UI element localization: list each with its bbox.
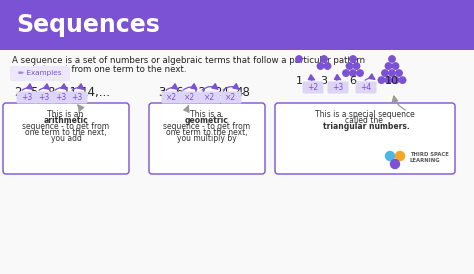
FancyBboxPatch shape <box>302 81 323 93</box>
Circle shape <box>389 70 395 76</box>
Text: triangular numbers.: triangular numbers. <box>323 122 410 131</box>
Circle shape <box>353 63 360 69</box>
Text: geometric: geometric <box>185 116 229 125</box>
Text: +3: +3 <box>55 93 67 102</box>
FancyBboxPatch shape <box>356 81 376 93</box>
FancyBboxPatch shape <box>275 103 455 174</box>
Text: +3: +3 <box>332 83 344 92</box>
Text: +3: +3 <box>38 93 50 102</box>
Text: you multiply by: you multiply by <box>177 134 237 143</box>
Text: 3: 3 <box>320 76 328 86</box>
Text: one term to the next,: one term to the next, <box>25 128 107 137</box>
Text: +3: +3 <box>21 93 33 102</box>
Circle shape <box>391 159 400 169</box>
Text: 14,...: 14,... <box>81 86 111 99</box>
Circle shape <box>392 63 399 69</box>
FancyBboxPatch shape <box>34 92 55 104</box>
Text: sequence - to get from: sequence - to get from <box>164 122 251 131</box>
Text: ×2: ×2 <box>204 93 216 102</box>
FancyBboxPatch shape <box>220 92 241 104</box>
Text: ×2: ×2 <box>166 93 178 102</box>
Text: 11,: 11, <box>63 86 82 99</box>
Circle shape <box>385 152 394 161</box>
Text: Sequences: Sequences <box>16 13 160 37</box>
Circle shape <box>389 56 395 62</box>
Circle shape <box>343 70 349 76</box>
Circle shape <box>296 56 302 62</box>
Circle shape <box>382 70 388 76</box>
Text: ×2: ×2 <box>184 93 196 102</box>
Circle shape <box>357 70 363 76</box>
Text: ✏ Examples: ✏ Examples <box>18 70 62 76</box>
Circle shape <box>321 56 327 62</box>
Text: called the: called the <box>345 116 385 125</box>
Text: or rule to get from one term to the next.: or rule to get from one term to the next… <box>12 65 186 74</box>
Text: 5,: 5, <box>30 86 41 99</box>
FancyBboxPatch shape <box>17 92 37 104</box>
Text: sequence - to get from: sequence - to get from <box>22 122 109 131</box>
Text: 6: 6 <box>349 76 356 86</box>
Circle shape <box>324 63 331 69</box>
Text: A sequence is a set of numbers or algebraic terms that follow a particular patte: A sequence is a set of numbers or algebr… <box>12 56 365 65</box>
Text: THIRD SPACE: THIRD SPACE <box>410 153 449 158</box>
FancyBboxPatch shape <box>328 81 348 93</box>
Text: This is a special sequence: This is a special sequence <box>315 110 415 119</box>
Text: LEARNING: LEARNING <box>410 158 441 164</box>
Text: ×2: ×2 <box>226 93 237 102</box>
Text: 48: 48 <box>235 86 250 99</box>
FancyBboxPatch shape <box>200 92 220 104</box>
FancyBboxPatch shape <box>180 92 201 104</box>
FancyBboxPatch shape <box>3 103 129 174</box>
Text: 2,: 2, <box>14 86 25 99</box>
FancyBboxPatch shape <box>51 92 72 104</box>
Text: This is a: This is a <box>190 110 224 119</box>
Circle shape <box>385 77 392 83</box>
Circle shape <box>385 63 392 69</box>
Text: This is an: This is an <box>46 110 85 119</box>
Text: 3,: 3, <box>158 86 169 99</box>
FancyBboxPatch shape <box>10 66 70 81</box>
Circle shape <box>392 77 399 83</box>
Circle shape <box>350 70 356 76</box>
Text: one term to the next,: one term to the next, <box>166 128 248 137</box>
FancyBboxPatch shape <box>149 103 265 174</box>
Circle shape <box>400 77 406 83</box>
Circle shape <box>346 63 353 69</box>
Text: you add: you add <box>51 134 82 143</box>
Circle shape <box>317 63 324 69</box>
Text: 1: 1 <box>295 76 302 86</box>
Text: arithmetic: arithmetic <box>44 116 88 125</box>
Text: 10: 10 <box>385 76 399 86</box>
Text: +2: +2 <box>308 83 319 92</box>
Circle shape <box>396 70 402 76</box>
Text: +4: +4 <box>360 83 372 92</box>
FancyBboxPatch shape <box>66 92 88 104</box>
FancyBboxPatch shape <box>0 0 474 50</box>
Text: +3: +3 <box>72 93 82 102</box>
Text: 12,: 12, <box>192 86 211 99</box>
Text: 24,: 24, <box>214 86 233 99</box>
Circle shape <box>378 77 384 83</box>
Circle shape <box>395 152 404 161</box>
Circle shape <box>350 56 356 62</box>
Text: 6,: 6, <box>175 86 186 99</box>
Text: 8,: 8, <box>47 86 58 99</box>
FancyBboxPatch shape <box>162 92 182 104</box>
